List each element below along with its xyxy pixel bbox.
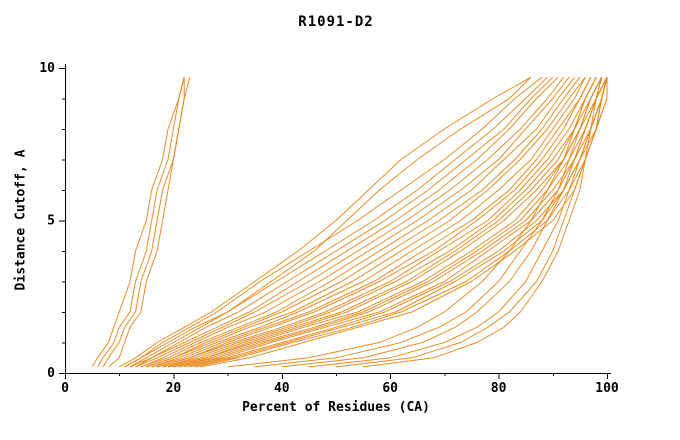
y-tick-label: 10 <box>39 61 55 76</box>
model-curve <box>363 77 608 368</box>
model-curve <box>108 77 191 368</box>
x-tick-label: 20 <box>166 381 182 396</box>
model-curve <box>124 76 532 368</box>
x-tick-label: 100 <box>595 381 619 396</box>
model-curve <box>156 76 597 368</box>
model-curve <box>97 77 185 368</box>
model-curve <box>167 76 603 368</box>
y-tick-label: 0 <box>47 366 55 381</box>
model-curve <box>124 76 543 368</box>
model-curve <box>335 77 608 368</box>
x-tick-label: 40 <box>274 381 290 396</box>
model-curve <box>140 76 575 368</box>
model-curve <box>194 77 608 368</box>
x-tick-label: 80 <box>491 381 507 396</box>
model-curve <box>227 76 597 368</box>
model-curves <box>91 76 608 368</box>
model-curve <box>146 76 581 368</box>
x-tick-label: 0 <box>61 381 69 396</box>
model-curve <box>91 77 185 368</box>
model-curve <box>156 76 592 368</box>
model-curve <box>281 77 603 368</box>
chart-title: R1091-D2 <box>298 14 374 30</box>
model-curve <box>129 76 548 368</box>
model-curve <box>167 77 603 368</box>
model-curve <box>162 76 597 368</box>
model-curve <box>151 76 586 368</box>
model-curve <box>135 76 564 368</box>
model-curve <box>135 76 559 368</box>
x-tick-label: 60 <box>382 381 398 396</box>
x-axis-label: Percent of Residues (CA) <box>242 400 430 415</box>
y-tick-label: 5 <box>47 214 55 229</box>
model-curve <box>140 76 570 368</box>
model-curve <box>254 76 603 368</box>
axes <box>59 64 611 379</box>
model-curve <box>118 76 532 368</box>
model-curve <box>129 76 554 368</box>
model-curve <box>146 76 586 368</box>
model-curve <box>151 76 592 368</box>
tick-labels: 0 20 40 60 80 100 0 5 10 <box>39 61 619 396</box>
